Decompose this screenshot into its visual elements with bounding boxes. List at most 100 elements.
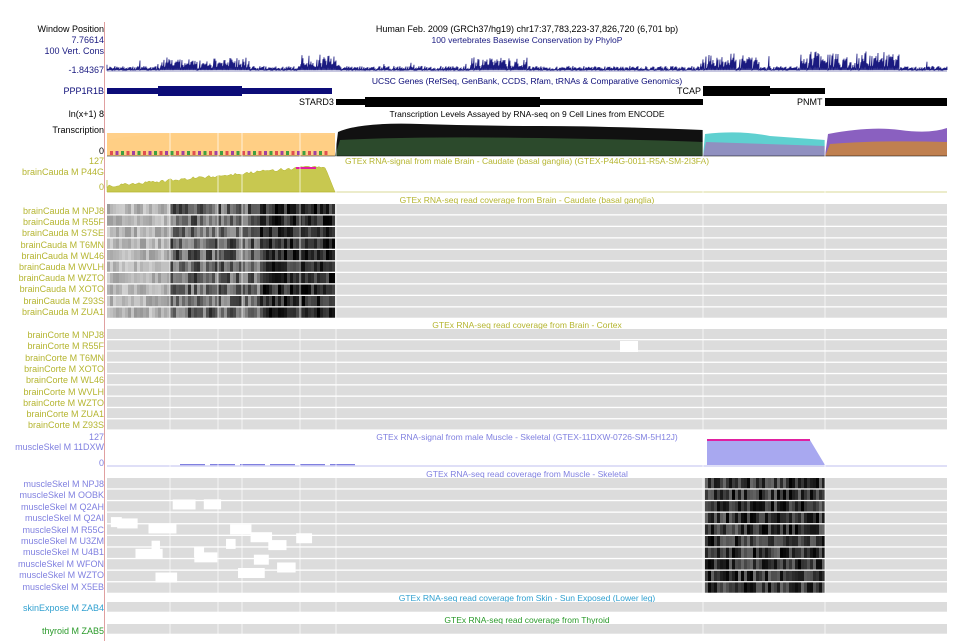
transcription-stripe	[313, 151, 317, 155]
skin-coverage-row	[107, 602, 947, 612]
brain-caudate-signal	[305, 273, 308, 284]
brain-caudate-row-label[interactable]: brainCauda M XOTO	[19, 284, 104, 295]
muscle-signal-label[interactable]: muscleSkel M 11DXW	[15, 442, 104, 452]
brain-caudate-track-title[interactable]: GTEx RNA-seq read coverage from Brain - …	[399, 195, 655, 205]
brain-cortex-row-label[interactable]: brainCorte M NPJ8	[27, 330, 104, 340]
brain-caudate-signal	[317, 215, 320, 226]
muscle-coverage-signal	[705, 501, 708, 512]
brain-caudate-row-label[interactable]: brainCauda M S7SE	[21, 228, 104, 239]
muscle-coverage-row-label[interactable]: muscleSkel M Q2AH	[20, 501, 104, 512]
transcription-stripe	[170, 151, 174, 155]
brain-caudate-row-label[interactable]: brainCauda M WZTO	[18, 273, 104, 284]
muscle-coverage-row-label[interactable]: muscleSkel M U3ZM	[20, 536, 104, 546]
muscle-coverage-row-label[interactable]: muscleSkel M NPJ8	[23, 479, 104, 489]
brain-caudate-signal	[221, 250, 224, 261]
muscle-coverage-row-label[interactable]: muscleSkel M OOBK	[19, 490, 104, 501]
gene-label-pnmt[interactable]: PNMT	[797, 97, 823, 107]
brain-cortex-row-label[interactable]: brainCorte M WVLH	[23, 386, 104, 397]
transcription-track-title[interactable]: Transcription Levels Assayed by RNA-seq …	[389, 109, 665, 119]
muscle-coverage-signal	[822, 570, 825, 582]
muscle-coverage-row-label[interactable]: muscleSkel M U4B1	[22, 547, 104, 558]
muscle-coverage-signal	[768, 559, 771, 570]
muscle-coverage-signal	[771, 512, 774, 524]
brain-cortex-row-label[interactable]: brainCorte M XOTO	[24, 363, 104, 374]
brain-caudate-signal	[194, 215, 197, 226]
brain-cortex-track-title[interactable]: GTEx RNA-seq read coverage from Brain - …	[432, 320, 622, 330]
brain-caudate-signal	[266, 307, 269, 318]
transcription-stripe	[291, 151, 295, 155]
brain-cortex-row-label[interactable]: brainCorte M ZUA1	[26, 409, 104, 420]
genes-track-title[interactable]: UCSC Genes (RefSeq, GenBank, CCDS, Rfam,…	[371, 76, 683, 86]
brain-caudate-signal	[185, 273, 188, 284]
muscle-coverage-signal	[786, 570, 789, 582]
muscle-coverage-row	[107, 489, 947, 500]
brain-signal-track-title[interactable]: GTEx RNA-signal from male Brain - Caudat…	[344, 156, 710, 166]
gene-label-stard3[interactable]: STARD3	[299, 97, 334, 107]
brain-caudate-signal	[197, 307, 200, 318]
brain-caudate-signal	[131, 273, 134, 284]
brain-caudate-row-label[interactable]: brainCauda M WVLH	[18, 262, 104, 272]
brain-caudate-row-label[interactable]: brainCauda M WL46	[21, 250, 104, 261]
brain-caudate-signal	[326, 307, 329, 318]
muscle-coverage-signal	[732, 501, 735, 512]
gene-label-ppp1r1b[interactable]: PPP1R1B	[63, 86, 104, 96]
muscle-coverage-row-label[interactable]: muscleSkel M R55C	[22, 524, 104, 535]
thyroid-coverage-track-title[interactable]: GTEx RNA-seq read coverage from Thyroid	[444, 615, 610, 625]
gene-label-tcap[interactable]: TCAP	[677, 86, 702, 96]
brain-cortex-row-label[interactable]: brainCorte M T6MN	[25, 352, 104, 363]
brain-caudate-signal	[311, 227, 314, 238]
brain-caudate-signal	[266, 296, 269, 307]
brain-caudate-signal	[221, 215, 224, 226]
brain-caudate-signal	[314, 215, 317, 226]
muscle-coverage-row-label[interactable]: muscleSkel M X5EB	[22, 581, 104, 592]
brain-caudate-signal	[209, 273, 212, 284]
transcription-stripe	[209, 151, 212, 155]
brain-caudate-signal	[215, 215, 218, 226]
muscle-coverage-gap	[148, 523, 177, 534]
transcription-track-label[interactable]: Transcription	[52, 125, 104, 135]
muscle-coverage-row-label[interactable]: muscleSkel M Q2AI	[24, 513, 104, 524]
brain-caudate-row-label[interactable]: brainCauda M Z93S	[23, 295, 104, 306]
muscle-coverage-signal	[738, 547, 741, 558]
phylop-track-title[interactable]: 100 vertebrates Basewise Conservation by…	[431, 35, 623, 45]
skin-coverage-track-title[interactable]: GTEx RNA-seq read coverage from Skin - S…	[398, 593, 656, 603]
muscle-coverage-signal	[744, 478, 747, 489]
brain-cortex-row-label[interactable]: brainCorte M R55F	[27, 341, 104, 352]
muscle-coverage-signal	[723, 559, 726, 570]
muscle-coverage-track-title[interactable]: GTEx RNA-seq read coverage from Muscle -…	[426, 469, 628, 479]
skin-coverage-label[interactable]: skinExpose M ZAB4	[22, 603, 104, 613]
brain-caudate-signal	[188, 273, 191, 284]
thyroid-coverage-label[interactable]: thyroid M ZAB5	[41, 626, 104, 636]
brain-caudate-signal	[272, 261, 275, 272]
brain-caudate-row-label[interactable]: brainCauda M NPJ8	[22, 206, 104, 216]
brain-cortex-row-label[interactable]: brainCorte M WZTO	[23, 397, 104, 408]
muscle-coverage-signal	[714, 501, 717, 512]
brain-caudate-signal	[188, 204, 191, 215]
brain-caudate-signal	[149, 296, 152, 307]
brain-caudate-signal	[314, 204, 317, 215]
muscle-signal-track-title[interactable]: GTEx RNA-signal from male Muscle - Skele…	[376, 432, 678, 442]
brain-cortex-row	[107, 396, 947, 407]
muscle-coverage-signal	[732, 536, 735, 547]
phylop-track-label[interactable]: 100 Vert. Cons	[44, 46, 104, 56]
transcription-stripe	[148, 151, 152, 155]
muscle-coverage-signal	[768, 570, 771, 582]
brain-caudate-signal	[311, 215, 314, 226]
brain-caudate-signal	[290, 273, 293, 284]
brain-caudate-row-label[interactable]: brainCauda M R55F	[22, 217, 104, 228]
muscle-coverage-signal	[741, 501, 744, 512]
muscle-coverage-signal	[822, 489, 825, 500]
muscle-coverage-row-label[interactable]: muscleSkel M WFON	[17, 558, 104, 569]
transcription-area-pnmt-low	[825, 141, 947, 156]
brain-caudate-signal	[290, 227, 293, 238]
muscle-coverage-signal	[747, 536, 750, 547]
transcription-area-tcap-low	[703, 142, 825, 156]
brain-cortex-row-label[interactable]: brainCorte M Z93S	[27, 420, 104, 431]
brain-signal-label[interactable]: brainCauda M P44G	[21, 167, 104, 177]
brain-caudate-row-label[interactable]: brainCauda M ZUA1	[21, 306, 104, 317]
muscle-coverage-row-label[interactable]: muscleSkel M WZTO	[19, 570, 104, 581]
muscle-coverage-signal	[708, 512, 711, 524]
brain-caudate-row-label[interactable]: brainCauda M T6MN	[20, 239, 104, 250]
brain-cortex-row-label[interactable]: brainCorte M WL46	[25, 375, 104, 386]
